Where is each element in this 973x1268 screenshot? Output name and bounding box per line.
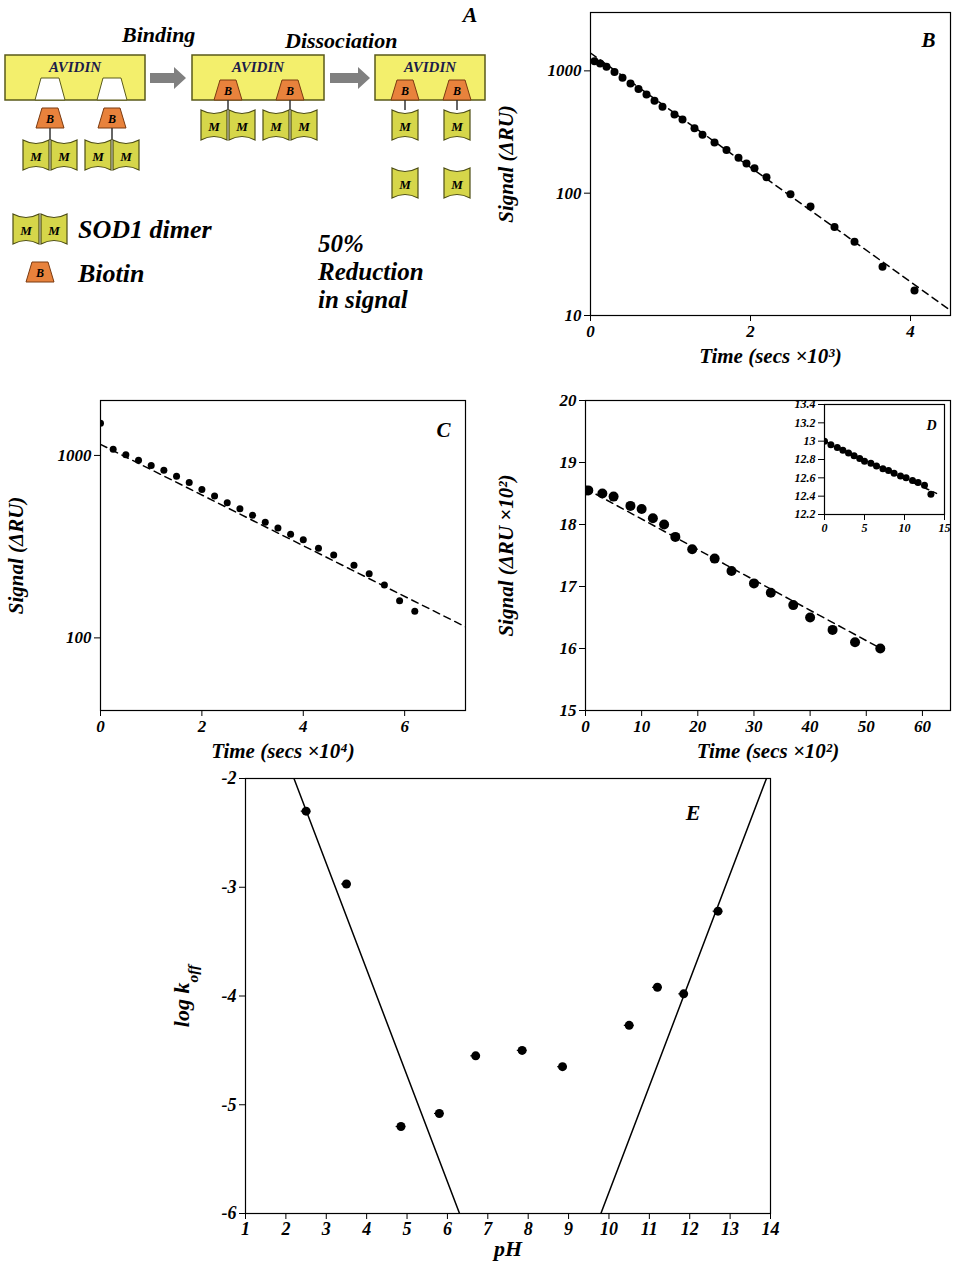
svg-text:12.6: 12.6 [795, 471, 816, 485]
svg-text:AVIDIN: AVIDIN [403, 59, 457, 75]
svg-text:SOD1 dimer: SOD1 dimer [78, 215, 213, 244]
svg-text:9: 9 [564, 1219, 573, 1239]
svg-text:100: 100 [66, 628, 92, 647]
svg-text:12: 12 [681, 1219, 699, 1239]
svg-text:M: M [235, 119, 248, 134]
svg-text:Biotin: Biotin [77, 259, 144, 288]
svg-text:3: 3 [321, 1219, 331, 1239]
svg-text:Time (secs ×10²): Time (secs ×10²) [697, 739, 839, 763]
svg-text:B: B [452, 84, 461, 98]
svg-text:4: 4 [298, 717, 308, 736]
svg-text:12.8: 12.8 [795, 452, 816, 466]
svg-text:M: M [269, 119, 282, 134]
svg-text:M: M [207, 119, 220, 134]
svg-text:pH: pH [492, 1236, 523, 1261]
svg-text:60: 60 [914, 717, 932, 736]
svg-text:M: M [297, 119, 310, 134]
svg-text:C: C [436, 418, 451, 442]
svg-text:13: 13 [721, 1219, 739, 1239]
svg-text:B: B [920, 28, 935, 52]
svg-text:M: M [47, 223, 60, 238]
svg-text:Signal (ΔRU): Signal (ΔRU) [494, 105, 518, 223]
svg-text:50: 50 [858, 717, 876, 736]
svg-text:17: 17 [560, 577, 579, 596]
svg-text:M: M [19, 223, 32, 238]
svg-text:19: 19 [560, 453, 578, 472]
svg-text:0: 0 [586, 322, 595, 341]
svg-text:13.4: 13.4 [795, 397, 816, 411]
svg-text:2: 2 [745, 322, 755, 341]
svg-text:10: 10 [633, 717, 651, 736]
svg-text:Time (secs ×10⁴): Time (secs ×10⁴) [211, 739, 354, 763]
svg-text:20: 20 [688, 717, 707, 736]
svg-text:12.4: 12.4 [795, 489, 816, 503]
svg-text:M: M [450, 177, 463, 192]
svg-text:-6: -6 [222, 1203, 237, 1223]
svg-text:M: M [119, 149, 132, 164]
svg-text:B: B [400, 84, 409, 98]
svg-text:-4: -4 [222, 986, 237, 1006]
svg-text:13.2: 13.2 [795, 416, 816, 430]
svg-text:18: 18 [560, 515, 578, 534]
svg-text:100: 100 [556, 184, 582, 203]
svg-text:-3: -3 [222, 877, 237, 897]
svg-text:15: 15 [939, 521, 951, 535]
svg-text:7: 7 [483, 1219, 493, 1239]
svg-text:13: 13 [804, 434, 816, 448]
svg-text:11: 11 [641, 1219, 658, 1239]
svg-text:0: 0 [581, 717, 590, 736]
svg-text:M: M [91, 149, 104, 164]
svg-text:M: M [398, 119, 411, 134]
svg-text:B: B [45, 112, 54, 126]
svg-text:30: 30 [744, 717, 763, 736]
svg-text:Signal (ΔRU ×10²): Signal (ΔRU ×10²) [494, 474, 518, 636]
svg-text:10: 10 [899, 521, 911, 535]
svg-text:6: 6 [400, 717, 409, 736]
svg-text:15: 15 [560, 701, 578, 720]
svg-text:Binding: Binding [121, 22, 195, 47]
svg-text:2: 2 [280, 1219, 290, 1239]
svg-text:14: 14 [762, 1219, 780, 1239]
svg-text:-5: -5 [222, 1095, 237, 1115]
svg-text:Signal (ΔRU): Signal (ΔRU) [4, 497, 28, 615]
svg-text:4: 4 [361, 1219, 371, 1239]
svg-text:A: A [461, 2, 478, 27]
svg-text:D: D [925, 418, 936, 433]
svg-text:M: M [450, 119, 463, 134]
svg-text:40: 40 [801, 717, 820, 736]
svg-text:1: 1 [241, 1219, 250, 1239]
svg-text:5: 5 [862, 521, 868, 535]
svg-text:AVIDIN: AVIDIN [231, 59, 285, 75]
svg-text:1000: 1000 [548, 61, 583, 80]
svg-text:AVIDIN: AVIDIN [48, 59, 102, 75]
svg-text:M: M [398, 177, 411, 192]
svg-text:10: 10 [600, 1219, 618, 1239]
svg-text:-2: -2 [222, 768, 237, 788]
svg-text:B: B [35, 266, 44, 280]
svg-text:0: 0 [96, 717, 105, 736]
svg-text:12.2: 12.2 [795, 507, 816, 521]
svg-text:B: B [107, 112, 116, 126]
svg-text:B: B [223, 84, 232, 98]
svg-text:log koff: log koff [169, 963, 201, 1027]
svg-text:5: 5 [403, 1219, 412, 1239]
svg-text:Time (secs ×10³): Time (secs ×10³) [699, 344, 841, 368]
svg-text:in signal: in signal [318, 286, 408, 313]
svg-text:M: M [29, 149, 42, 164]
svg-text:20: 20 [559, 391, 578, 410]
svg-text:8: 8 [524, 1219, 533, 1239]
svg-text:50%: 50% [318, 230, 364, 257]
svg-text:16: 16 [560, 639, 578, 658]
svg-text:B: B [285, 84, 294, 98]
svg-text:M: M [57, 149, 70, 164]
svg-text:4: 4 [905, 322, 915, 341]
svg-text:1000: 1000 [58, 446, 93, 465]
svg-text:2: 2 [197, 717, 207, 736]
svg-text:Reduction: Reduction [317, 258, 424, 285]
svg-text:6: 6 [443, 1219, 452, 1239]
svg-text:0: 0 [822, 521, 828, 535]
svg-text:10: 10 [565, 306, 583, 325]
svg-text:E: E [685, 800, 701, 825]
svg-text:Dissociation: Dissociation [284, 28, 397, 53]
